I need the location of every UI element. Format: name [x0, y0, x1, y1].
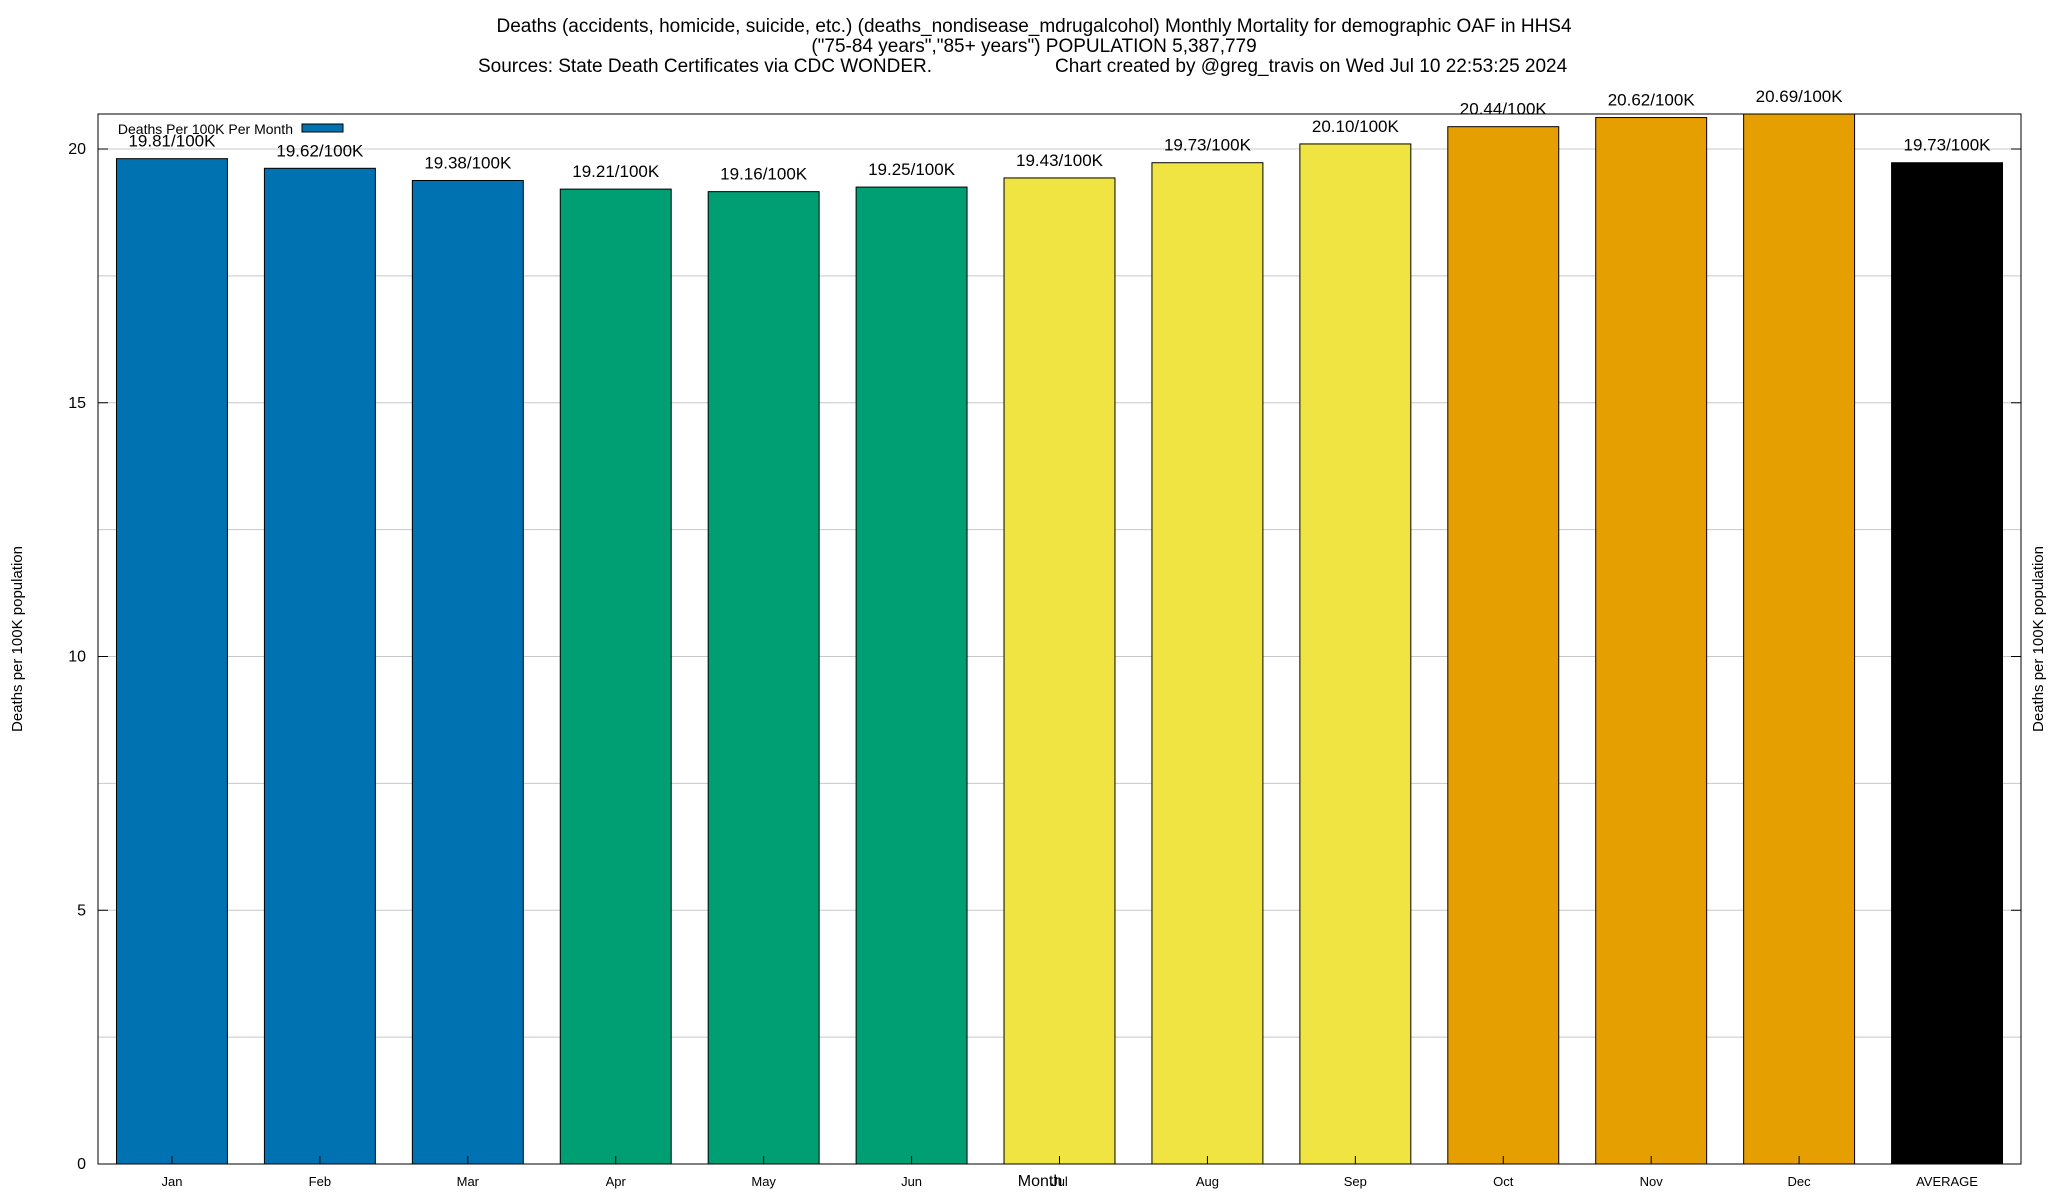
y-axis-label-left: Deaths per 100K population — [9, 546, 26, 732]
bar-nov — [1595, 117, 1708, 1165]
x-tick-label: Dec — [1788, 1174, 1812, 1189]
bar-jan — [115, 158, 228, 1165]
bar-dec — [1743, 113, 1856, 1165]
x-tick-label: Nov — [1640, 1174, 1664, 1189]
bar-aug — [1151, 162, 1264, 1165]
bar-oct — [1447, 126, 1560, 1165]
x-tick-label: Jun — [901, 1174, 922, 1189]
chart-source-line: Sources: State Death Certificates via CD… — [478, 56, 932, 77]
bar-average — [1891, 162, 2004, 1165]
x-tick-label: Jul — [1051, 1174, 1068, 1189]
y-tick-label: 20 — [68, 141, 86, 158]
bar-may — [707, 191, 820, 1165]
y-tick-label: 15 — [68, 395, 86, 412]
data-label-jul: 19.43/100K — [1016, 151, 1104, 170]
data-label-nov: 20.62/100K — [1608, 91, 1696, 110]
chart-title: Deaths (accidents, homicide, suicide, et… — [496, 16, 1571, 37]
x-axis-label: Month — [1018, 1173, 1062, 1190]
data-label-may: 19.16/100K — [720, 165, 808, 184]
x-tick-label: Jan — [161, 1174, 182, 1189]
data-label-apr: 19.21/100K — [572, 162, 660, 181]
x-tick-label: Sep — [1344, 1174, 1367, 1189]
bar-apr — [559, 188, 672, 1165]
data-label-feb: 19.62/100K — [276, 141, 364, 160]
data-label-mar: 19.38/100K — [424, 153, 512, 172]
y-axis-label-right: Deaths per 100K population — [2030, 546, 2047, 732]
bar-feb — [263, 167, 376, 1165]
chart-credit-line: Chart created by @greg_travis on Wed Jul… — [1055, 56, 1568, 77]
data-label-dec: 20.69/100K — [1756, 87, 1844, 106]
data-label-jun: 19.25/100K — [868, 160, 956, 179]
x-tick-label: Aug — [1196, 1174, 1219, 1189]
chart-subtitle: ("75-84 years","85+ years") POPULATION 5… — [811, 36, 1256, 57]
data-label-jan: 19.81/100K — [128, 132, 216, 151]
data-label-oct: 20.44/100K — [1460, 100, 1548, 119]
x-tick-label: Mar — [457, 1174, 480, 1189]
y-tick-label: 10 — [68, 649, 86, 666]
bar-jul — [1003, 177, 1116, 1165]
x-tick-label: Oct — [1493, 1174, 1514, 1189]
legend-label: Deaths Per 100K Per Month — [118, 121, 293, 137]
plot-frame — [97, 113, 2022, 1165]
x-tick-label: Apr — [606, 1174, 627, 1189]
x-tick-label: May — [751, 1174, 776, 1189]
bar-sep — [1299, 143, 1412, 1165]
legend: Deaths Per 100K Per Month — [118, 121, 344, 137]
x-tick-label: Feb — [309, 1174, 331, 1189]
bar-mar — [411, 179, 524, 1165]
x-tick-label: AVERAGE — [1916, 1174, 1978, 1189]
bars — [115, 113, 2004, 1165]
y-tick-label: 5 — [77, 902, 86, 919]
bar-value-labels: 19.81/100K 19.62/100K 19.38/100K 19.21/100K… — [128, 87, 1991, 184]
x-axis-ticks: Jan Feb Mar Apr May Jun Jul Aug Sep Oct Nov Dec AVER… — [161, 1156, 1978, 1189]
data-label-sep: 20.10/100K — [1312, 117, 1400, 136]
data-label-aug: 19.73/100K — [1164, 136, 1252, 155]
data-label-average: 19.73/100K — [1904, 136, 1992, 155]
bar-jun — [855, 186, 968, 1165]
legend-swatch — [301, 123, 344, 133]
y-tick-label: 0 — [77, 1156, 86, 1173]
